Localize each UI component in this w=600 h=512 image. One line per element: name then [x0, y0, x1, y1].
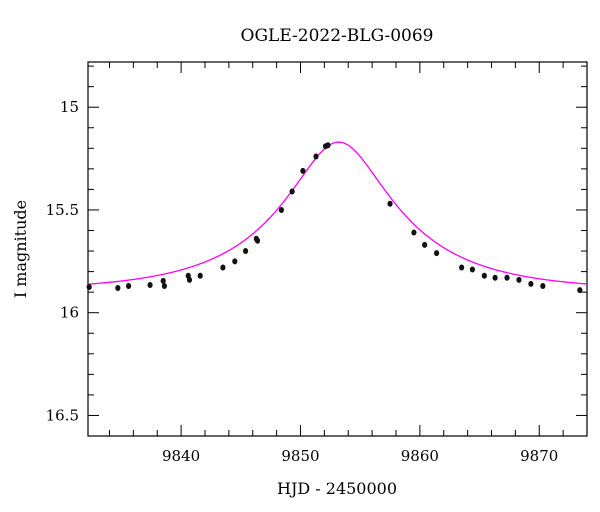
data-point [161, 282, 168, 289]
data-point [387, 200, 393, 207]
data-point [242, 248, 249, 255]
data-point [481, 272, 487, 279]
y-tick-label: 15 [60, 98, 79, 116]
data-point [313, 153, 319, 160]
data-point [492, 274, 498, 281]
data-point [232, 258, 238, 265]
y-tick-label: 15.5 [46, 201, 79, 219]
data-point [577, 287, 583, 294]
y-tick-label: 16 [60, 304, 79, 322]
data-point [469, 266, 475, 273]
data-point [220, 264, 226, 271]
y-axis-label: I magnitude [11, 200, 30, 298]
data-point [289, 188, 295, 195]
data-point [422, 241, 428, 248]
data-point [186, 276, 193, 283]
data-point [197, 272, 203, 279]
data-point [125, 282, 132, 289]
data-point [278, 206, 284, 213]
data-point [147, 281, 153, 288]
data-point [325, 142, 331, 149]
x-tick-label: 9840 [162, 447, 200, 465]
chart-title: OGLE-2022-BLG-0069 [241, 26, 434, 46]
data-point [528, 280, 534, 287]
data-point [411, 229, 417, 236]
data-point [86, 284, 92, 291]
x-tick-label: 9870 [520, 447, 558, 465]
plot-frame [87, 61, 588, 437]
x-tick-label: 9860 [401, 447, 439, 465]
data-point [516, 276, 522, 283]
data-point [459, 264, 465, 271]
data-point [115, 285, 121, 292]
plot-area: 9840 9850 9860 9870 15 15.5 16 16.5 [46, 61, 588, 465]
data-point [300, 167, 306, 174]
data-point [254, 237, 261, 244]
y-tick-label: 16.5 [46, 406, 79, 424]
data-point [540, 282, 546, 289]
x-axis-label: HJD - 2450000 [277, 479, 397, 498]
data-point [504, 274, 510, 281]
model-curve [88, 141, 587, 285]
x-tick-label: 9850 [281, 447, 319, 465]
data-point [160, 277, 166, 284]
data-point [433, 250, 440, 257]
